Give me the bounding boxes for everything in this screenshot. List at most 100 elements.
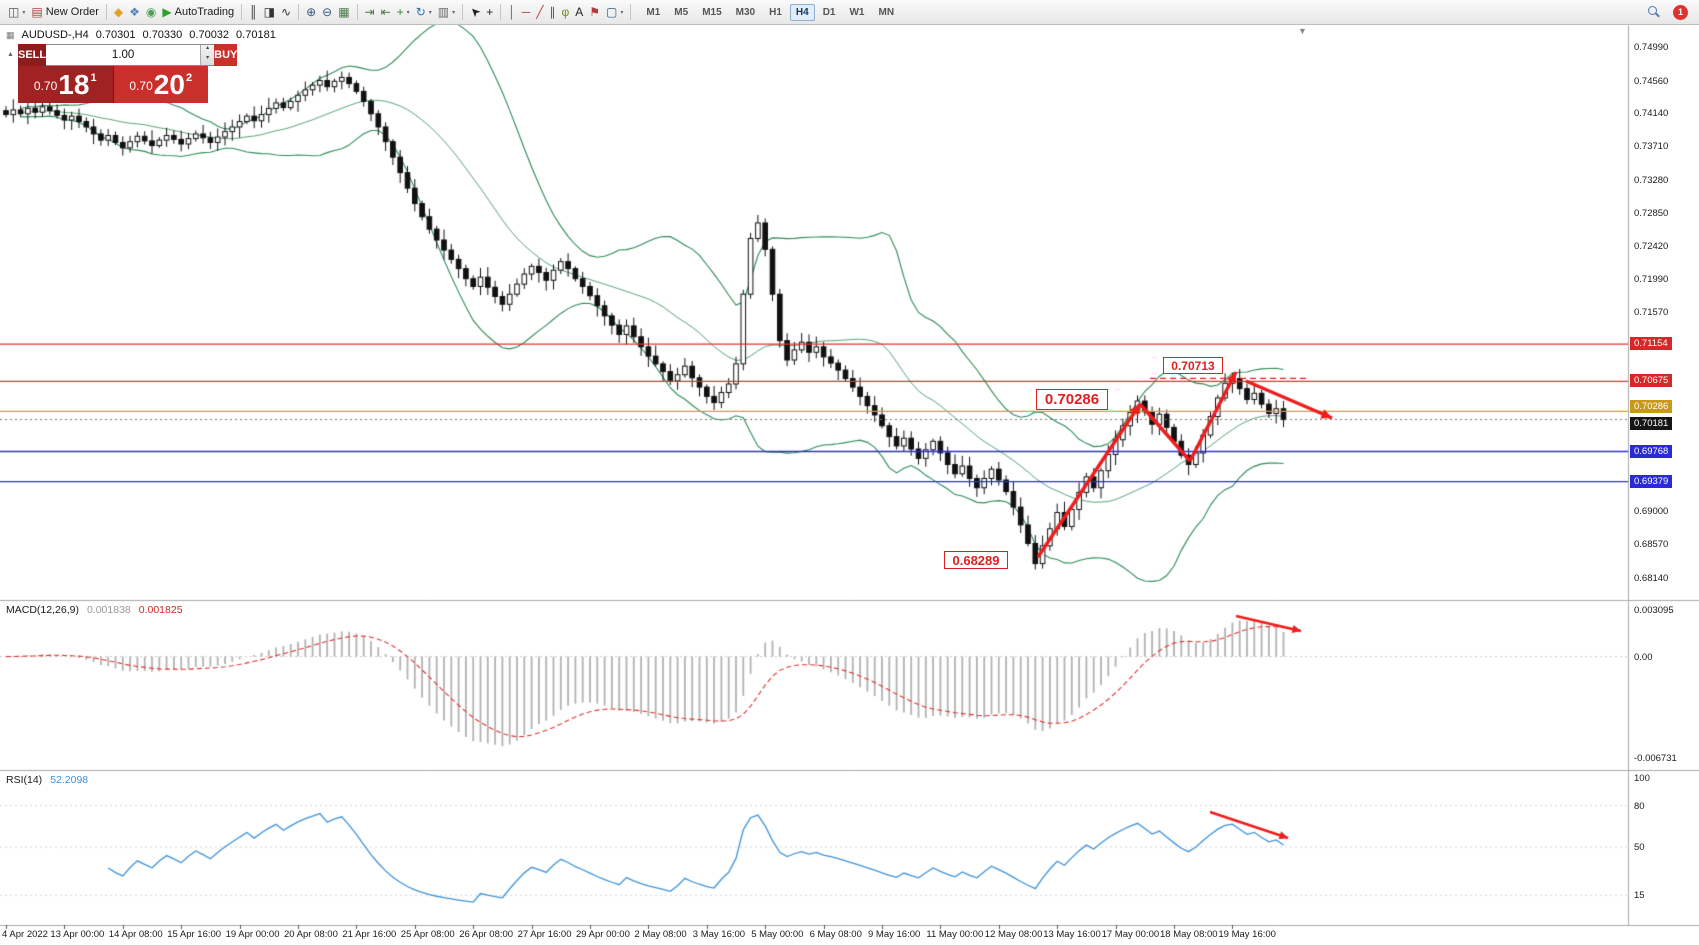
price-axis-badge: 0.69379 [1630,474,1673,488]
metaeditor-button[interactable]: ◆ [111,2,126,22]
time-axis-label: 4 Apr 2022 [2,929,48,940]
price-axis-badge: 0.71154 [1630,337,1672,351]
fibonacci-button[interactable]: φ [558,2,572,22]
dropdown-arrow-icon: ▾ [428,9,432,16]
new-order-button[interactable]: ▤ New Order [28,2,102,22]
trade-widget-top-row: SELL ▴ ▾ BUY [18,44,238,66]
timeframe-h4-button[interactable]: H4 [789,3,815,21]
tile-windows-button[interactable]: ▦ [335,2,352,22]
time-axis-label: 3 May 16:00 [692,929,746,940]
timeframe-m15-button[interactable]: M15 [702,6,722,18]
timeframe-w1-button[interactable]: W1 [849,6,865,18]
macd-axis-label: 0.003095 [1634,605,1674,616]
symbol-period-label: AUDUSD-,H4 [21,29,89,41]
time-axis-label: 25 Apr 08:00 [400,929,455,940]
time-axis-label: 27 Apr 16:00 [517,929,572,940]
indicators-icon: + [396,5,404,19]
rsi-axis-label: 80 [1634,800,1645,812]
time-axis-label: 2 May 08:00 [634,929,687,940]
time-axis-label: 13 May 16:00 [1043,929,1101,940]
algo-trading-status-button[interactable]: ◉ [143,2,159,22]
collapse-widget-icon[interactable]: ▲ [7,51,14,58]
periods-icon: ↻ [415,5,426,19]
buy-price-big: 20 [153,69,185,100]
candlestick-chart-icon: ◨ [263,5,275,19]
vertical-line-button[interactable]: │ [505,2,519,22]
buy-price[interactable]: 0.70 20 2 [113,66,208,103]
price-axis-label: 0.71990 [1634,274,1669,286]
ohlc-low: 0.70032 [189,29,230,41]
notification-badge[interactable]: 1 [1673,4,1688,20]
price-axis-badge: 0.70286 [1630,400,1673,414]
templates-button[interactable]: ▥ ▾ [435,2,458,22]
dropdown-arrow-icon: ▾ [620,9,624,16]
periods-button[interactable]: ↻ ▾ [413,2,435,22]
text-button[interactable]: A [572,2,586,22]
shapes-button[interactable]: ▢ ▾ [603,2,626,22]
zoom-in-button[interactable]: ⊕ [303,2,319,22]
trendline-icon: ╱ [536,5,544,19]
toolbar-separator [462,4,464,20]
trendline-button[interactable]: ╱ [533,2,546,22]
price-axis-label: 0.68140 [1634,572,1669,584]
candlestick-chart-button[interactable]: ◨ [261,2,278,22]
price-axis-label: 0.69000 [1634,505,1669,517]
timeframe-m5-button[interactable]: M5 [674,6,689,18]
chart-shift-button[interactable]: ⇤ [378,2,394,22]
metaeditor-icon: ◆ [113,5,124,19]
equidistant-channel-button[interactable]: ∥ [546,2,558,22]
volume-field: ▴ ▾ [46,44,215,66]
line-chart-button[interactable]: ∿ [278,2,294,22]
timeframe-h1-button[interactable]: H1 [769,6,782,18]
price-axis-badge: 0.69768 [1630,444,1673,458]
depth-of-market-button[interactable]: ❖ [126,2,143,22]
autotrading-button[interactable]: ▶ AutoTrading [159,2,237,22]
one-click-trading-widget: ▲ SELL ▴ ▾ BUY 0.70 18 1 0.70 20 2 [7,44,238,103]
crosshair-button[interactable]: + [483,2,496,22]
time-axis-label: 14 Apr 08:00 [108,929,163,940]
horizontal-line-button[interactable]: ─ [519,2,534,22]
depth-of-market-icon: ❖ [129,5,140,19]
volume-spinner: ▴ ▾ [200,45,215,65]
time-axis-label: 18 May 08:00 [1160,929,1218,940]
cursor-button[interactable]: ➤ [467,2,484,22]
indicators-button[interactable]: + ▾ [394,2,413,22]
equidistant-channel-icon: ∥ [549,5,556,19]
chart-shift-marker-icon[interactable]: ▼ [1298,26,1307,36]
search-icon [1648,6,1660,18]
toolbar-buttons: ◫ ▾ ▤ New Order ◆ ❖ ◉ ▶ AutoTrading ║ ◨ ∿ ⊕ ⊖ ▦ ⇥ ⇤ + ▾ ↻ ▾ ▥… [5,2,635,22]
sell-button[interactable]: SELL [18,44,47,66]
bar-chart-button[interactable]: ║ [246,2,261,22]
time-axis-label: 19 Apr 00:00 [225,929,280,940]
new-order-button-label: New Order [45,6,99,18]
toolbar-separator [241,4,243,20]
timeframe-mn-button[interactable]: MN [878,6,895,18]
timeframe-m30-button[interactable]: M30 [735,6,756,18]
sell-price[interactable]: 0.70 18 1 [18,66,114,103]
buy-button[interactable]: BUY [214,44,238,66]
charts-menu-button[interactable]: ◫ ▾ [5,2,28,22]
toolbar-right: 1 [1645,2,1694,22]
rsi-axis-label: 100 [1634,773,1650,784]
auto-scroll-button[interactable]: ⇥ [362,2,378,22]
volume-up-button[interactable]: ▴ [206,45,210,51]
timeframe-m1-button[interactable]: M1 [646,6,661,18]
price-annotation: 0.68289 [944,551,1008,569]
zoom-out-button[interactable]: ⊖ [319,2,335,22]
toolbar-separator [356,4,358,20]
price-axis-label: 0.72420 [1634,241,1669,253]
price-annotation: 0.70286 [1036,389,1108,410]
price-axis-label: 0.73280 [1634,174,1669,186]
price-axis-label: 0.71570 [1634,307,1669,318]
label-button[interactable]: ⚑ [586,2,603,22]
trade-widget-price-row: 0.70 18 1 0.70 20 2 [18,66,208,103]
autotrading-icon: ▶ [162,5,172,19]
search-button[interactable] [1645,2,1663,22]
rsi-label-row: RSI(14) 52.2098 [6,774,88,786]
volume-down-button[interactable]: ▾ [206,55,210,61]
label-icon: ⚑ [589,5,601,19]
volume-input[interactable] [46,45,201,65]
timeframe-d1-button[interactable]: D1 [822,6,836,18]
